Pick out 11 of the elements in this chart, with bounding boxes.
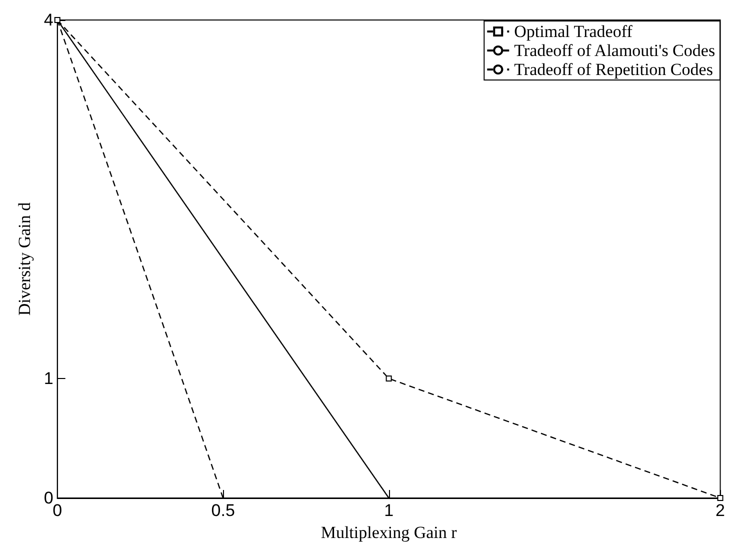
legend-label: Optimal Tradeoff [514,22,633,41]
x-axis-title: Multiplexing Gain r [320,523,458,542]
x-tick-label: 2 [716,501,726,520]
legend-label: Tradeoff of Repetition Codes [514,60,713,79]
y-tick-label: 1 [44,369,54,388]
y-tick-label: 0 [44,488,54,508]
x-tick-label: 1 [384,501,394,520]
y-axis-title: Diversity Gain d [15,202,34,316]
x-tick-label: 0.5 [211,501,235,520]
legend-label: Tradeoff of Alamouti's Codes [514,41,716,60]
y-tick-label: 4 [44,10,54,30]
